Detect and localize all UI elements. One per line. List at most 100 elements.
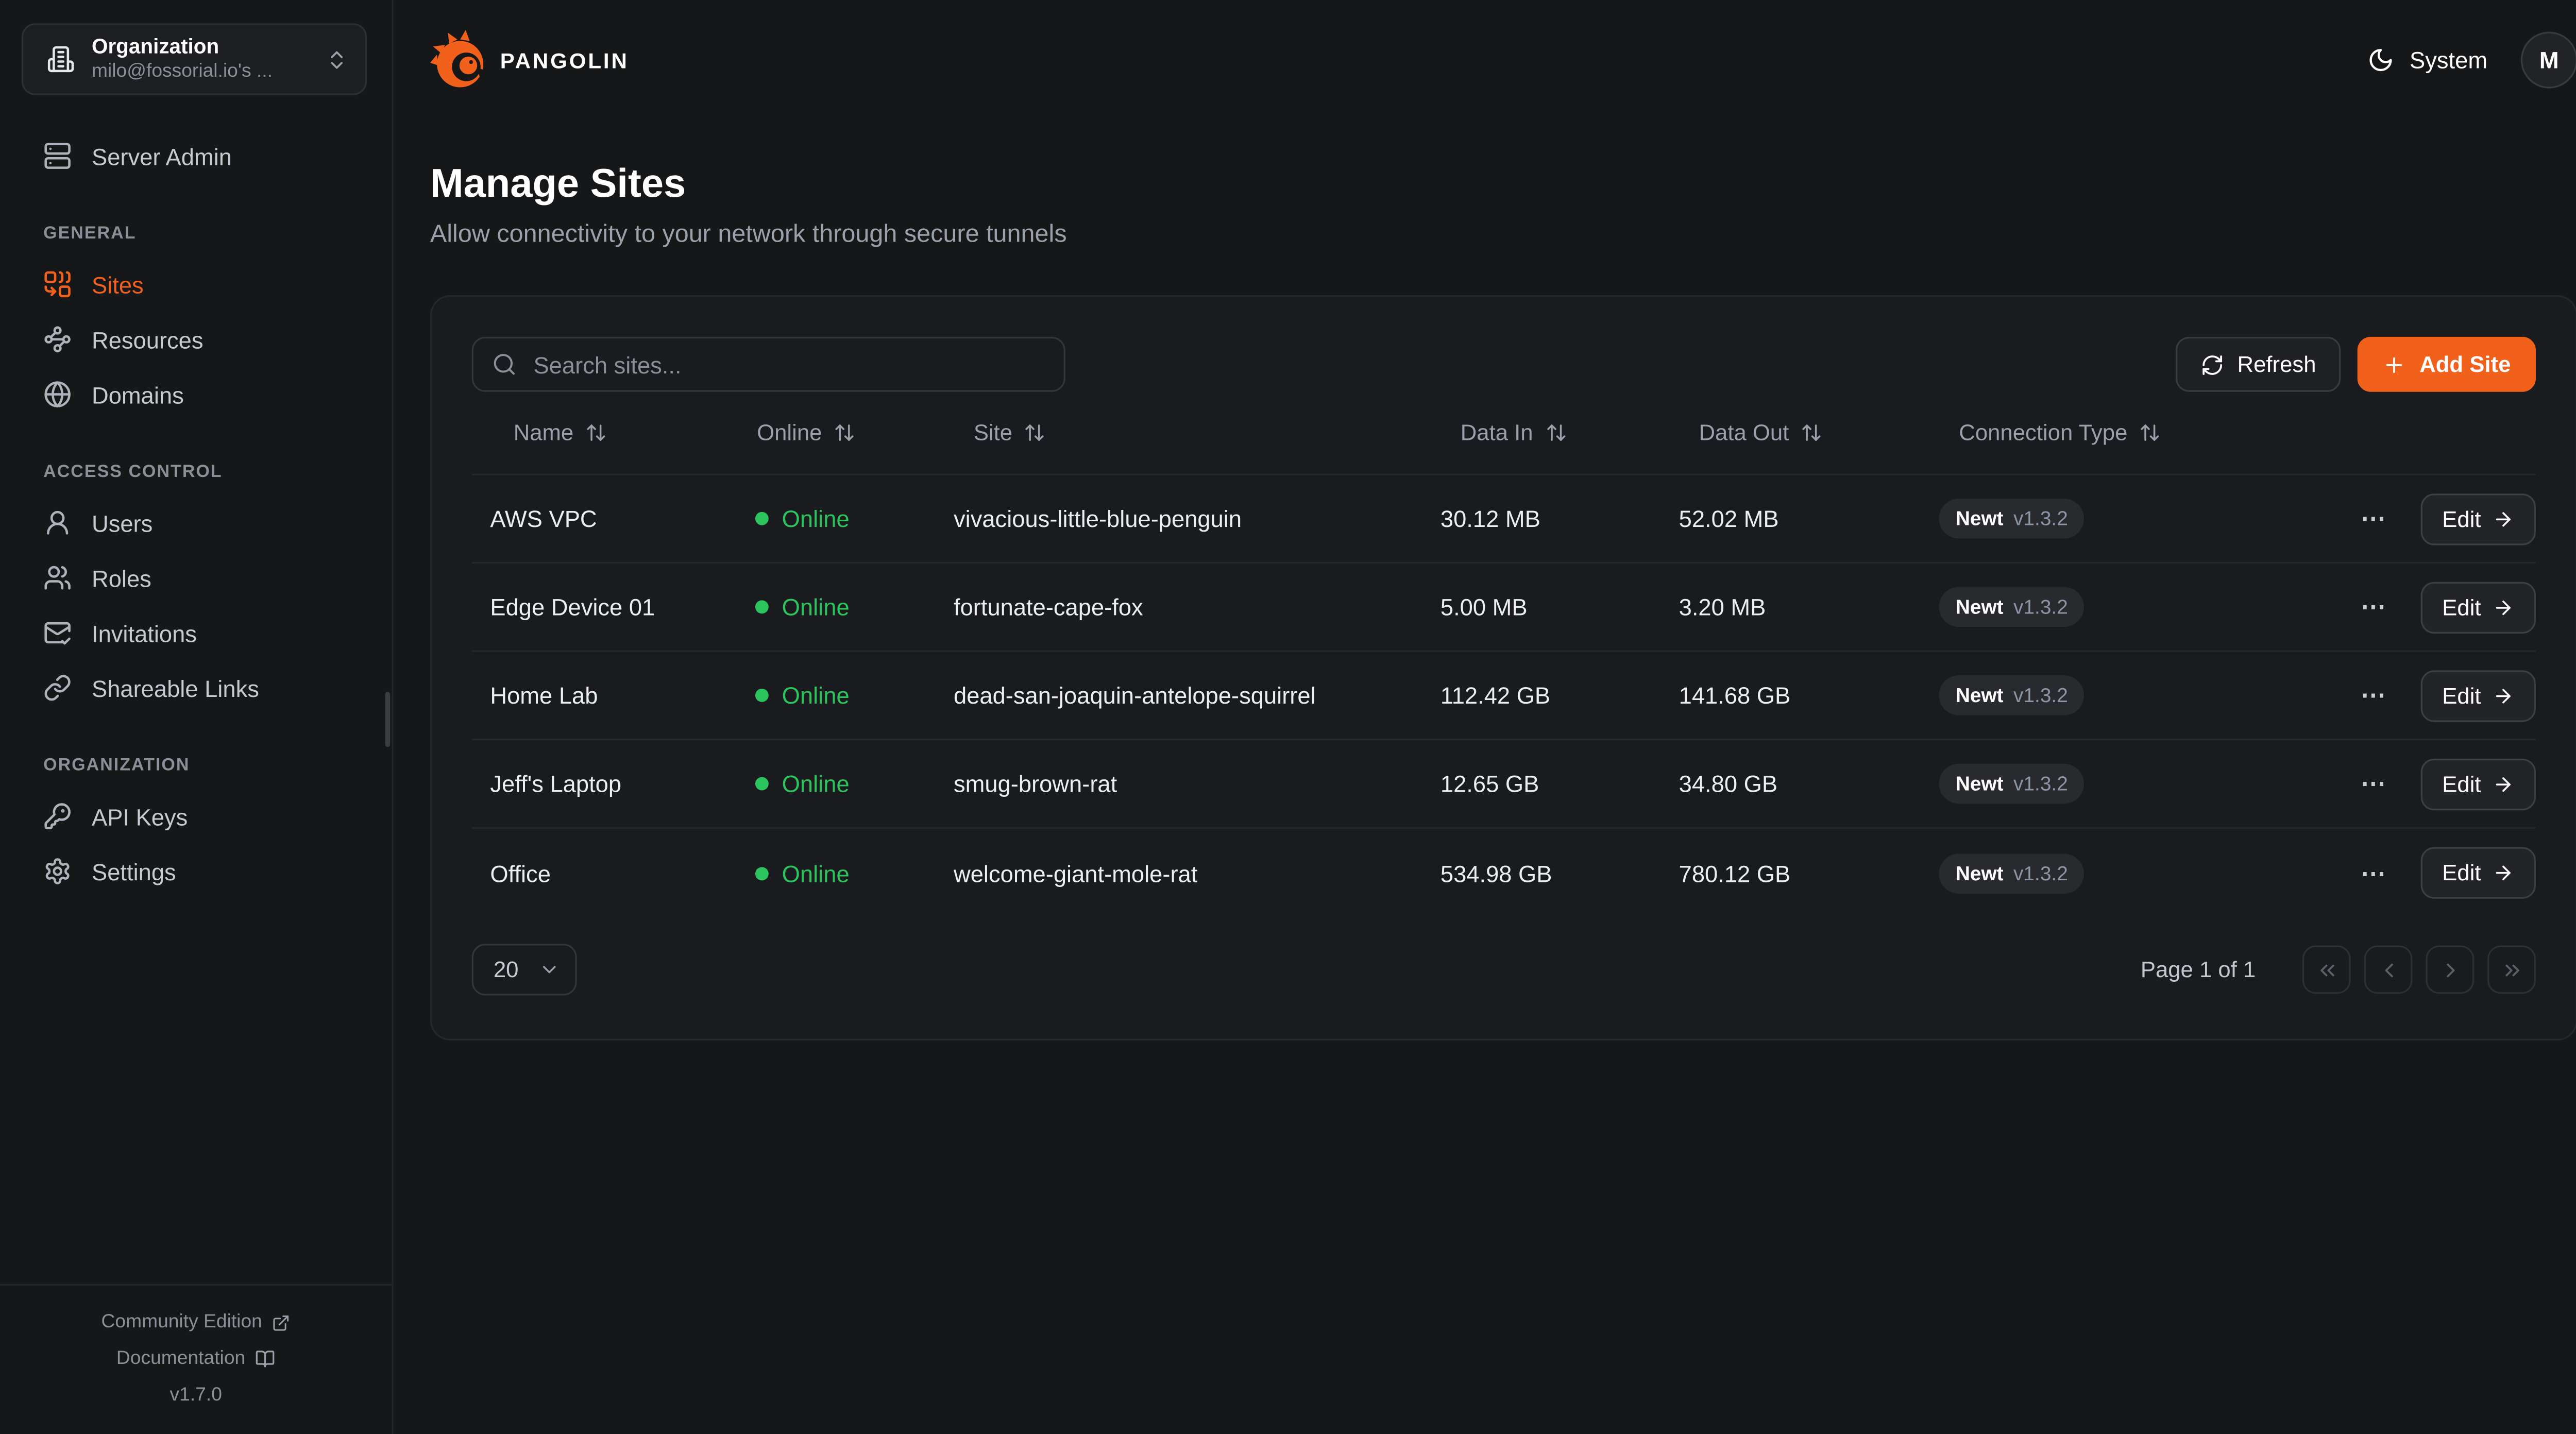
sidebar-item-settings[interactable]: Settings [22,844,370,899]
brand-name: PANGOLIN [500,47,629,73]
row-actions-cell: Edit [2406,492,2536,544]
sidebar-item-sites[interactable]: Sites [22,257,370,312]
row-menu-button[interactable]: ⋯ [2361,593,2387,622]
row-menu-button[interactable]: ⋯ [2361,682,2387,711]
section-general: GENERAL [43,223,137,244]
sidebar-item-shareable-links[interactable]: Shareable Links [22,660,370,715]
data-out-cell: 3.20 MB [1679,593,1766,621]
row-actions-cell: Edit [2406,669,2536,722]
online-dot-icon [755,866,769,880]
edit-button[interactable]: Edit [2420,847,2536,899]
last-page-button[interactable] [2487,945,2536,994]
avatar-initial: M [2539,46,2559,74]
mail-check-icon [43,619,72,647]
sidebar-scrollbar-thumb[interactable] [385,692,391,747]
sidebar-item-server-admin[interactable]: Server Admin [22,128,370,183]
documentation-label: Documentation [116,1348,246,1369]
page-header: Manage Sites Allow connectivity to your … [430,160,2576,248]
key-icon [43,802,72,830]
edit-button[interactable]: Edit [2420,581,2536,633]
theme-toggle-button[interactable]: System [2368,47,2487,74]
documentation-link[interactable]: Documentation [0,1341,392,1377]
page-size-value: 20 [493,957,519,982]
sidebar-item-users[interactable]: Users [22,495,370,550]
sort-icon [585,422,607,443]
edit-label: Edit [2442,506,2481,532]
moon-icon [2368,47,2395,74]
main-content: PANGOLIN System M Manage Sites Allow con… [394,0,2576,1434]
sidebar-item-api-keys[interactable]: API Keys [22,789,370,844]
edit-button[interactable]: Edit [2420,758,2536,810]
data-in-cell: 12.65 GB [1440,770,1539,797]
server-icon [43,142,72,170]
pangolin-logo-icon [430,27,490,93]
table-row: Jeff's Laptop Online smug-brown-rat 12.6… [471,740,2536,829]
org-selector[interactable]: Organization milo@fossorial.io's ... [22,23,367,95]
sidebar-item-roles[interactable]: Roles [22,550,370,605]
sidebar-item-invitations[interactable]: Invitations [22,605,370,660]
sidebar-item-label: Domains [91,381,184,408]
avatar[interactable]: M [2520,31,2576,89]
edit-button[interactable]: Edit [2420,669,2536,722]
arrow-right-icon [2493,685,2514,706]
row-menu-button[interactable]: ⋯ [2361,770,2387,799]
brand-logo[interactable]: PANGOLIN [430,27,629,93]
sidebar-item-label: Settings [91,858,176,885]
column-header-online[interactable]: Online [737,420,954,445]
version-label: v1.7.0 [170,1386,222,1406]
column-header-data-out[interactable]: Data Out [1679,420,1939,445]
row-menu-cell: ⋯ [2361,771,2405,797]
online-status-label: Online [782,593,850,621]
sidebar-item-label: Sites [91,271,144,298]
column-header-name[interactable]: Name [472,420,737,445]
refresh-button[interactable]: Refresh [2175,336,2342,392]
online-status-cell: Online [737,593,954,620]
add-site-button[interactable]: Add Site [2358,336,2536,392]
first-page-button[interactable] [2302,945,2351,994]
row-menu-button[interactable]: ⋯ [2361,859,2387,888]
sidebar-item-label: Roles [91,564,151,591]
connection-type-badge: Newt v1.3.2 [1939,852,2085,893]
row-menu-button[interactable]: ⋯ [2361,505,2387,534]
sidebar-item-domains[interactable]: Domains [22,367,370,422]
online-status-label: Online [782,682,850,709]
edit-label: Edit [2442,860,2481,885]
add-site-label: Add Site [2419,352,2511,377]
table-row: Office Online welcome-giant-mole-rat 534… [472,829,2536,917]
edit-button[interactable]: Edit [2420,492,2536,544]
online-status-cell: Online [737,505,954,532]
online-dot-icon [755,777,769,791]
search-input[interactable] [471,336,1065,392]
community-edition-link[interactable]: Community Edition [0,1304,392,1340]
edit-label: Edit [2442,682,2481,708]
sidebar-item-resources[interactable]: Resources [22,312,370,367]
site-slug-cell: vivacious-little-blue-penguin [953,505,1242,532]
online-dot-icon [755,600,769,614]
arrow-right-icon [2493,596,2514,618]
connection-type-cell: Newt v1.3.2 [1939,675,2361,715]
community-edition-label: Community Edition [101,1312,262,1333]
chevrons-up-down-icon [325,47,348,71]
gear-icon [43,857,72,885]
page-size-select[interactable]: 20 [471,944,577,996]
connection-type-cell: Newt v1.3.2 [1939,763,2361,804]
column-header-site[interactable]: Site [954,420,1440,445]
page-title: Manage Sites [430,162,686,207]
site-slug-cell: fortunate-cape-fox [953,593,1143,621]
previous-page-button[interactable] [2364,945,2413,994]
row-actions-cell: Edit [2406,847,2536,899]
connection-type-cell: Newt v1.3.2 [1939,587,2361,627]
sidebar-item-label: Shareable Links [91,674,259,702]
next-page-button[interactable] [2426,945,2475,994]
online-status-label: Online [782,859,850,886]
building-icon [47,45,75,73]
arrow-right-icon [2493,773,2514,794]
sites-card: Refresh Add Site Name Online [430,295,2576,1041]
online-status-cell: Online [737,682,954,709]
column-header-data-in[interactable]: Data In [1440,420,1679,445]
plus-icon [2383,353,2406,376]
sidebar-nav: Server Admin GENERAL Sites Resources Do [0,95,392,899]
column-header-connection-type[interactable]: Connection Type [1939,420,2361,445]
table-header-row: Name Online Site Data In Data Out [471,392,2536,475]
